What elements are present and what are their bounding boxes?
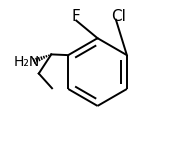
Text: Cl: Cl	[111, 9, 126, 24]
Text: F: F	[72, 9, 81, 24]
Text: H₂N: H₂N	[14, 55, 40, 69]
